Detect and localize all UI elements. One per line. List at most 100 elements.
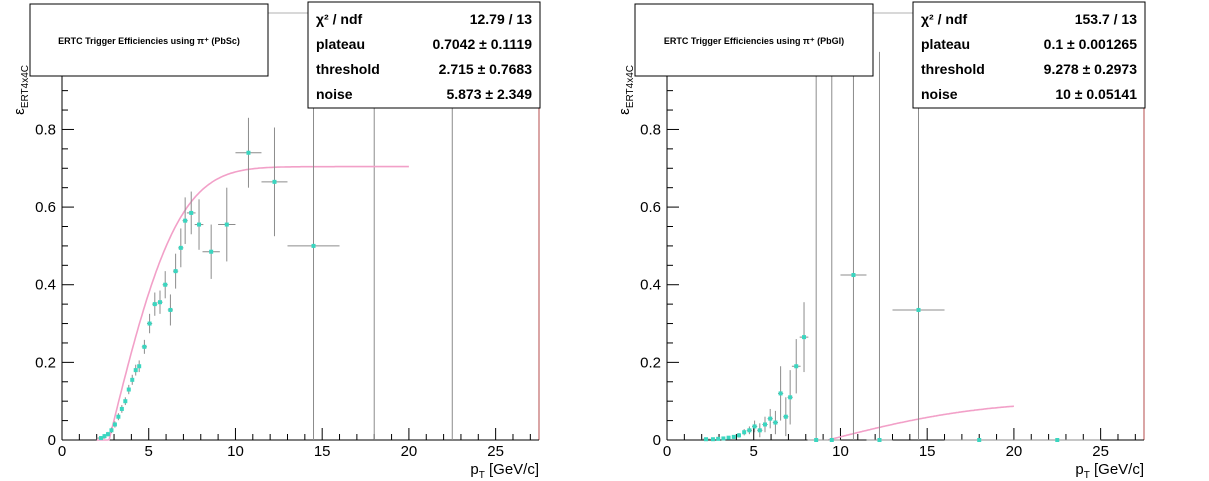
marker	[783, 414, 788, 419]
data-point	[112, 421, 117, 428]
x-tick-label: 5	[145, 443, 153, 460]
chart-title: ERTC Trigger Efficiencies using π⁺ (PbGl…	[664, 36, 844, 46]
data-point	[726, 435, 731, 440]
x-axis-title: pT [GeV/c]	[1075, 461, 1144, 481]
marker	[778, 391, 783, 396]
stats-label: χ² / ndf	[316, 11, 362, 27]
data-point	[152, 292, 158, 316]
data-point	[116, 413, 121, 421]
marker	[726, 435, 731, 440]
stats-value: 0.1 ± 0.001265	[1044, 36, 1138, 52]
marker	[209, 249, 214, 254]
data-point	[130, 374, 135, 385]
data-point	[807, 51, 825, 442]
marker	[142, 344, 147, 349]
marker	[742, 430, 747, 435]
marker	[794, 364, 799, 369]
data-point	[123, 397, 128, 406]
data-point	[194, 199, 204, 250]
x-tick-label: 10	[832, 443, 849, 460]
title-box: ERTC Trigger Efficiencies using π⁺ (PbSc…	[29, 3, 269, 77]
y-tick-label: 0	[653, 432, 661, 449]
marker	[773, 420, 778, 425]
marker	[747, 428, 752, 433]
marker	[137, 364, 142, 369]
data-point	[866, 51, 893, 442]
stats-label: noise	[316, 86, 353, 102]
data-point	[791, 339, 801, 394]
data-point	[746, 426, 752, 435]
data-point	[742, 429, 747, 436]
stats-label: threshold	[316, 61, 380, 77]
data-point	[751, 420, 758, 433]
data-point	[261, 127, 288, 237]
data-point	[762, 416, 768, 433]
x-tick-label: 0	[58, 443, 66, 460]
stats-label: threshold	[921, 61, 985, 77]
x-tick-label: 15	[314, 443, 331, 460]
marker	[246, 150, 251, 155]
data-point	[126, 384, 131, 395]
marker	[704, 437, 709, 442]
marker	[112, 422, 117, 427]
data-point	[823, 51, 841, 442]
stats-label: plateau	[921, 36, 970, 52]
x-tick-label: 20	[401, 443, 418, 460]
marker	[916, 307, 921, 312]
data-point	[757, 423, 763, 438]
x-tick-label: 20	[1006, 443, 1023, 460]
stats-box: χ² / ndf 153.7 / 13 plateau 0.1 ± 0.001265 t…	[912, 1, 1146, 109]
marker	[763, 422, 768, 427]
data-point	[157, 290, 163, 314]
title-box-frame	[634, 3, 874, 77]
data-point	[182, 197, 188, 244]
data-point	[731, 434, 736, 439]
data-point	[235, 117, 262, 188]
data-point	[892, 51, 945, 440]
data-point	[119, 405, 124, 413]
marker	[168, 307, 173, 312]
marker	[721, 436, 726, 441]
fit-curve	[828, 405, 1014, 441]
marker	[102, 434, 107, 439]
marker	[147, 321, 152, 326]
y-axis-title: εERT4x4C	[11, 65, 31, 115]
x-tick-label: 25	[487, 443, 504, 460]
y-axis-title: εERT4x4C	[616, 65, 636, 115]
y-tick-label: 0.2	[35, 354, 56, 371]
marker	[311, 243, 316, 248]
marker	[178, 245, 183, 250]
marker	[757, 428, 762, 433]
marker	[133, 368, 138, 373]
y-tick-label: 0.8	[35, 121, 56, 138]
marker	[768, 416, 773, 421]
stats-box-frame	[912, 1, 1146, 109]
y-tick-label: 0.2	[640, 354, 661, 371]
data-point	[162, 271, 168, 299]
x-tick-label: 0	[663, 443, 671, 460]
marker	[224, 222, 229, 227]
marker	[814, 438, 819, 442]
marker	[173, 269, 178, 274]
stats-value: 153.7 / 13	[1075, 11, 1137, 27]
marker	[736, 433, 741, 438]
stats-label: noise	[921, 86, 958, 102]
data-point	[105, 431, 110, 437]
x-tick-label: 10	[227, 443, 244, 460]
data-point	[173, 253, 179, 289]
data-point	[716, 436, 721, 441]
data-point	[778, 366, 784, 421]
marker	[116, 414, 121, 419]
x-tick-label: 15	[919, 443, 936, 460]
marker	[788, 395, 793, 400]
data-point	[721, 436, 726, 441]
marker	[158, 300, 163, 305]
stats-box-frame	[307, 1, 541, 109]
title-box-frame	[29, 3, 269, 77]
marker	[829, 438, 834, 442]
y-tick-label: 0.6	[640, 199, 661, 216]
